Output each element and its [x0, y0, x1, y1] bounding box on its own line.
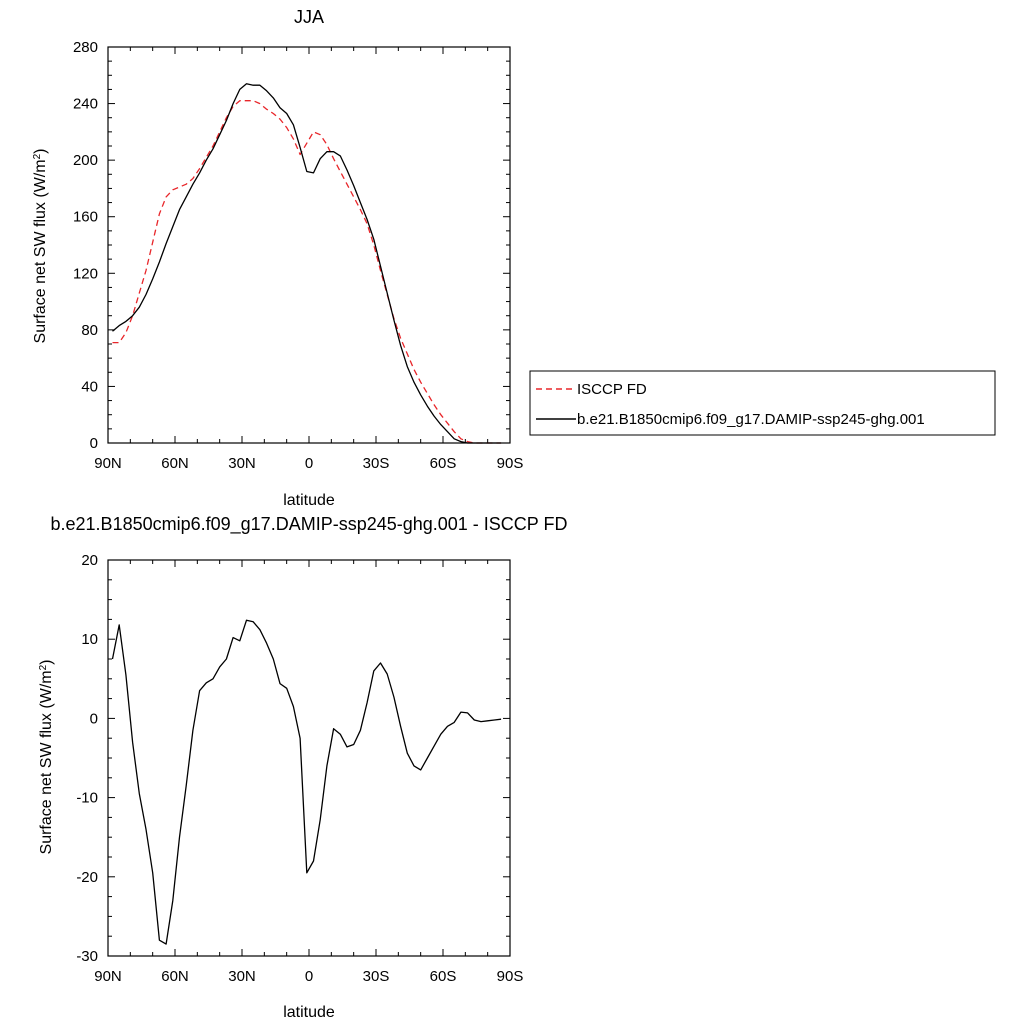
top-y-tick-label: 200	[73, 152, 98, 169]
top-x-tick-label: 30S	[363, 455, 390, 472]
bottom-x-axis-label: latitude	[283, 1004, 335, 1021]
legend-label-isccp: ISCCP FD	[577, 381, 647, 398]
bottom-y-tick-label: 20	[81, 552, 98, 569]
top-y-tick-label: 0	[90, 435, 98, 452]
bottom-x-tick-label: 0	[305, 968, 313, 985]
top-y-tick-label: 160	[73, 209, 98, 226]
legend: ISCCP FD b.e21.B1850cmip6.f09_g17.DAMIP-…	[529, 370, 996, 436]
top-y-tick-label: 80	[81, 322, 98, 339]
top-y-axis-label-text: Surface net SW flux (W/m2)	[32, 149, 50, 344]
top-chart-title: JJA	[294, 7, 324, 27]
bottom-series-line-difference	[111, 619, 502, 945]
bottom-panel: b.e21.B1850cmip6.f09_g17.DAMIP-ssp245-gh…	[38, 514, 568, 1021]
top-x-tick-label: 0	[305, 455, 313, 472]
bottom-x-tick-label: 60S	[430, 968, 457, 985]
bottom-y-axis-label: Surface net SW flux (W/m2)	[38, 660, 56, 855]
bottom-plot-marks: 90N 60N 30N 0 30S 60S 90S -30 -20 -10 0 10 20	[76, 552, 523, 985]
top-x-tick-label: 60S	[430, 455, 457, 472]
bottom-x-tick-label: 90S	[497, 968, 524, 985]
top-plot-frame	[107, 46, 511, 444]
top-x-tick-label: 90N	[94, 455, 122, 472]
top-y-tick-label: 240	[73, 96, 98, 113]
bottom-chart-title: b.e21.B1850cmip6.f09_g17.DAMIP-ssp245-gh…	[51, 514, 568, 535]
top-series-line-model	[112, 83, 502, 444]
top-plot-marks: 90N 60N 30N 0 30S 60S 90S 0 40 80 120 160 200 240 280	[73, 39, 523, 472]
legend-box	[529, 370, 996, 436]
bottom-y-tick-label: -20	[76, 869, 98, 886]
top-y-axis-label: Surface net SW flux (W/m2)	[32, 149, 50, 344]
top-y-tick-label: 120	[73, 265, 98, 282]
legend-label-model: b.e21.B1850cmip6.f09_g17.DAMIP-ssp245-gh…	[577, 411, 925, 428]
top-x-axis-label: latitude	[283, 492, 335, 509]
top-y-tick-label: 280	[73, 39, 98, 56]
bottom-y-tick-label: 10	[81, 631, 98, 648]
bottom-x-tick-label: 90N	[94, 968, 122, 985]
bottom-y-tick-label: -30	[76, 948, 98, 965]
top-y-tick-label: 40	[81, 378, 98, 395]
bottom-plot-frame	[107, 559, 511, 957]
bottom-y-axis-label-text: Surface net SW flux (W/m2)	[38, 660, 56, 855]
top-x-tick-label: 60N	[161, 455, 189, 472]
bottom-x-tick-label: 60N	[161, 968, 189, 985]
bottom-y-tick-label: 0	[90, 710, 98, 727]
bottom-x-tick-label: 30N	[228, 968, 256, 985]
top-panel: JJA Surface net SW flux (W/m2) latitude …	[32, 7, 524, 509]
bottom-y-tick-label: -10	[76, 790, 98, 807]
top-x-tick-label: 30N	[228, 455, 256, 472]
top-x-tick-label: 90S	[497, 455, 524, 472]
top-series-line-isccp	[112, 100, 502, 444]
bottom-x-tick-label: 30S	[363, 968, 390, 985]
